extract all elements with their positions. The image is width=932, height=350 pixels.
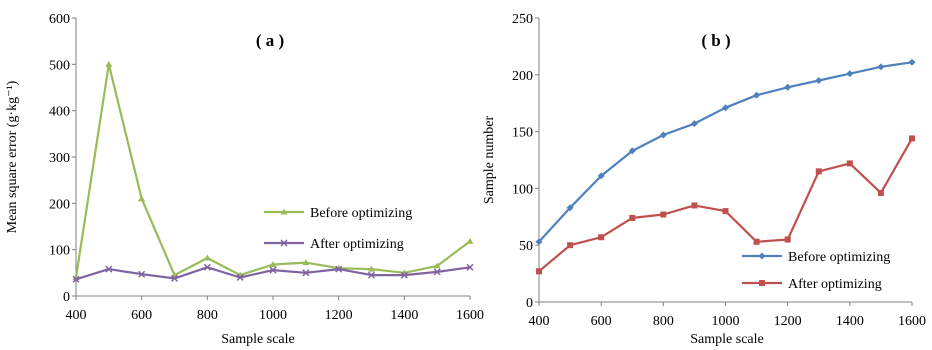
y-tick-label: 0 bbox=[63, 290, 70, 305]
data-point bbox=[659, 131, 667, 139]
data-point bbox=[302, 259, 310, 266]
x-tick-label: 1000 bbox=[259, 308, 287, 323]
data-point bbox=[335, 265, 343, 273]
x-tick-label: 1200 bbox=[774, 314, 802, 329]
x-tick-label: 1600 bbox=[898, 314, 926, 329]
chart-panel-a: 0 100 200 300 400 500 600 400 600 800 1000 1200 1400… bbox=[5, 12, 484, 347]
data-point bbox=[105, 265, 113, 273]
x-tick-label: 1400 bbox=[390, 308, 418, 323]
y-tick-label: 50 bbox=[519, 239, 533, 254]
data-point bbox=[690, 120, 698, 128]
data-point bbox=[909, 135, 915, 142]
data-point bbox=[138, 195, 146, 202]
data-point bbox=[433, 262, 441, 269]
data-point bbox=[877, 189, 884, 196]
x-tick-label: 1000 bbox=[712, 314, 740, 329]
data-point bbox=[367, 271, 376, 279]
panel-label: ( a ) bbox=[256, 31, 284, 50]
data-point bbox=[72, 275, 80, 283]
data-point bbox=[660, 211, 667, 218]
data-point bbox=[269, 266, 277, 274]
legend-entry: After optimizing bbox=[788, 277, 882, 292]
x-axis-label: Sample scale bbox=[221, 332, 294, 347]
data-point bbox=[784, 236, 791, 243]
legend-marker bbox=[759, 280, 765, 286]
data-point bbox=[722, 208, 729, 215]
y-tick-label: 0 bbox=[526, 296, 533, 311]
data-point bbox=[535, 238, 543, 246]
legend-entry: After optimizing bbox=[310, 237, 404, 252]
x-tick-label: 600 bbox=[591, 314, 612, 329]
data-point bbox=[138, 270, 146, 278]
y-tick-label: 300 bbox=[49, 151, 70, 166]
y-tick-label: 200 bbox=[512, 69, 533, 84]
data-point bbox=[753, 91, 761, 99]
data-point bbox=[877, 63, 885, 71]
series-line-before bbox=[74, 63, 471, 278]
data-point bbox=[629, 214, 636, 221]
x-tick-label: 400 bbox=[529, 314, 550, 329]
chart-panel-b: 0 50 100 150 200 250 400 600 800 1000 1200 1400 1600… bbox=[482, 12, 926, 347]
legend-marker bbox=[280, 208, 288, 215]
y-tick-label: 150 bbox=[512, 126, 533, 141]
data-point bbox=[269, 260, 277, 267]
data-point bbox=[368, 265, 375, 272]
legend-marker bbox=[758, 252, 766, 260]
x-tick-label: 600 bbox=[131, 308, 152, 323]
x-tick-label: 1400 bbox=[836, 314, 864, 329]
data-point bbox=[203, 263, 211, 271]
y-tick-label: 400 bbox=[49, 105, 70, 120]
x-axis-label: Sample scale bbox=[690, 332, 763, 347]
x-tick-label: 400 bbox=[66, 308, 87, 323]
y-tick-label: 100 bbox=[49, 244, 70, 259]
y-axis-label: Sample number bbox=[482, 116, 497, 205]
panel-label: ( b ) bbox=[701, 31, 730, 50]
data-point bbox=[815, 168, 822, 175]
data-point bbox=[753, 238, 760, 245]
x-tick-label: 1200 bbox=[325, 308, 353, 323]
data-point bbox=[170, 274, 179, 282]
series-line-before bbox=[538, 61, 913, 243]
data-point bbox=[567, 242, 574, 249]
y-tick-label: 200 bbox=[49, 197, 70, 212]
x-tick-label: 800 bbox=[653, 314, 674, 329]
y-tick-label: 100 bbox=[512, 182, 533, 197]
data-point bbox=[203, 254, 211, 261]
y-tick-label: 250 bbox=[512, 12, 533, 27]
data-point bbox=[908, 58, 916, 66]
data-point bbox=[302, 269, 310, 277]
data-point bbox=[433, 268, 441, 276]
data-point bbox=[597, 172, 605, 180]
data-point bbox=[236, 273, 244, 281]
data-point bbox=[400, 271, 408, 279]
x-tick-label: 1600 bbox=[456, 308, 484, 323]
data-point bbox=[466, 237, 474, 244]
legend-entry: Before optimizing bbox=[310, 206, 412, 221]
y-tick-label: 600 bbox=[49, 12, 70, 27]
y-axis-label: Mean square error (g·kg⁻¹) bbox=[5, 80, 20, 233]
data-point bbox=[628, 147, 636, 155]
y-tick-label: 500 bbox=[49, 58, 70, 73]
data-point bbox=[784, 83, 792, 91]
data-point bbox=[846, 70, 854, 78]
data-point bbox=[566, 204, 574, 212]
data-point bbox=[536, 268, 542, 275]
data-point bbox=[598, 234, 605, 241]
data-point bbox=[815, 76, 823, 84]
x-tick-label: 800 bbox=[197, 308, 218, 323]
data-point bbox=[846, 160, 853, 167]
data-point bbox=[105, 60, 113, 67]
data-point bbox=[691, 202, 698, 209]
data-point bbox=[466, 263, 474, 271]
legend-marker bbox=[280, 239, 288, 247]
legend-entry: Before optimizing bbox=[788, 250, 890, 265]
data-point bbox=[722, 104, 729, 112]
